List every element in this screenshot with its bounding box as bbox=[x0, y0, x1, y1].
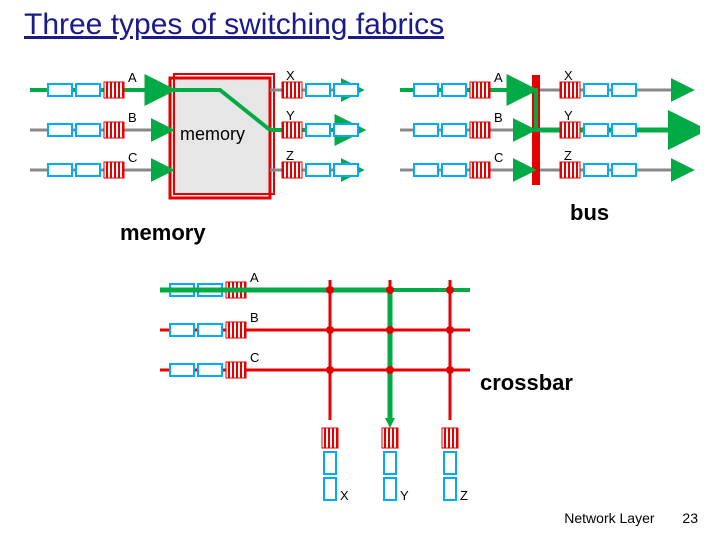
crossbar-caption: crossbar bbox=[480, 370, 573, 395]
memory-input-C: C bbox=[30, 150, 170, 178]
bus-input-A: A bbox=[400, 70, 532, 98]
memory-input-A: A bbox=[30, 70, 170, 98]
svg-text:Y: Y bbox=[400, 488, 409, 503]
bus-output-Z: Z bbox=[540, 148, 690, 178]
memory-box-label: memory bbox=[180, 124, 245, 144]
footer: Network Layer 23 bbox=[564, 510, 698, 526]
crossbar-input-C: C bbox=[160, 350, 470, 378]
memory-caption: memory bbox=[120, 220, 206, 245]
svg-text:Z: Z bbox=[286, 148, 294, 163]
bus-output-X: X bbox=[540, 70, 690, 98]
svg-text:Y: Y bbox=[286, 108, 295, 123]
crossbar-output-Y: Y bbox=[382, 428, 409, 503]
svg-text:X: X bbox=[286, 70, 295, 83]
svg-text:A: A bbox=[250, 270, 259, 285]
svg-text:B: B bbox=[494, 110, 503, 125]
crossbar-input-B: B bbox=[160, 310, 470, 338]
bus-diagram: A B C X Y Z bus bbox=[400, 70, 700, 240]
svg-text:X: X bbox=[564, 70, 573, 83]
memory-input-B: B bbox=[30, 110, 170, 138]
svg-text:X: X bbox=[340, 488, 349, 503]
svg-text:A: A bbox=[128, 70, 137, 85]
memory-output-Z: Z bbox=[270, 148, 360, 178]
crossbar-diagram: A B C X Y Z bbox=[160, 270, 580, 520]
svg-text:Z: Z bbox=[564, 148, 572, 163]
memory-diagram: memory A B C X Y bbox=[30, 70, 370, 260]
crossbar-output-X: X bbox=[322, 428, 349, 503]
bus-caption: bus bbox=[570, 200, 609, 225]
svg-text:Y: Y bbox=[564, 108, 573, 123]
footer-page: 23 bbox=[682, 510, 698, 526]
svg-text:A: A bbox=[494, 70, 503, 85]
svg-text:C: C bbox=[494, 150, 503, 165]
svg-text:B: B bbox=[250, 310, 259, 325]
bus-output-Y: Y bbox=[540, 108, 700, 138]
svg-text:C: C bbox=[250, 350, 259, 365]
memory-output-Y: Y bbox=[270, 108, 360, 138]
svg-text:C: C bbox=[128, 150, 137, 165]
crossbar-output-Z: Z bbox=[442, 428, 468, 503]
svg-text:B: B bbox=[128, 110, 137, 125]
svg-text:Z: Z bbox=[460, 488, 468, 503]
bus-input-B: B bbox=[400, 110, 532, 138]
crossbar-input-A: A bbox=[160, 270, 470, 298]
slide-title: Three types of switching fabrics bbox=[24, 8, 444, 42]
bus-input-C: C bbox=[400, 150, 532, 178]
memory-output-X: X bbox=[270, 70, 360, 98]
